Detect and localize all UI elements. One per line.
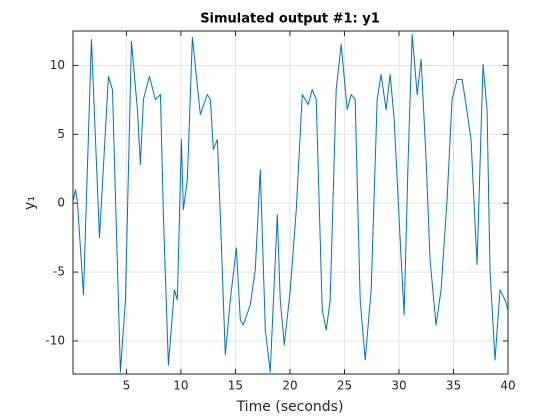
- x-tick-label: 30: [391, 379, 406, 393]
- x-axis-label: Time (seconds): [236, 399, 344, 415]
- x-tick-label: 25: [337, 379, 352, 393]
- y-tick-label: -10: [45, 333, 65, 347]
- x-tick-label: 5: [123, 379, 131, 393]
- x-tick-label: 40: [500, 379, 515, 393]
- y-tick-label: -5: [53, 265, 65, 279]
- axes-box: [72, 30, 509, 375]
- x-tick-label: 20: [282, 379, 297, 393]
- x-tick-label: 15: [228, 379, 243, 393]
- x-tick-label: 10: [173, 379, 188, 393]
- y-tick-label: 10: [50, 58, 65, 72]
- y-axis-label: y₁: [22, 196, 38, 210]
- plot-area: [73, 31, 508, 374]
- chart-title: Simulated output #1: y1: [200, 12, 380, 27]
- y-tick-label: 5: [57, 127, 65, 141]
- data-line: [72, 33, 509, 373]
- y-tick-label: 0: [57, 196, 65, 210]
- x-tick-label: 35: [446, 379, 461, 393]
